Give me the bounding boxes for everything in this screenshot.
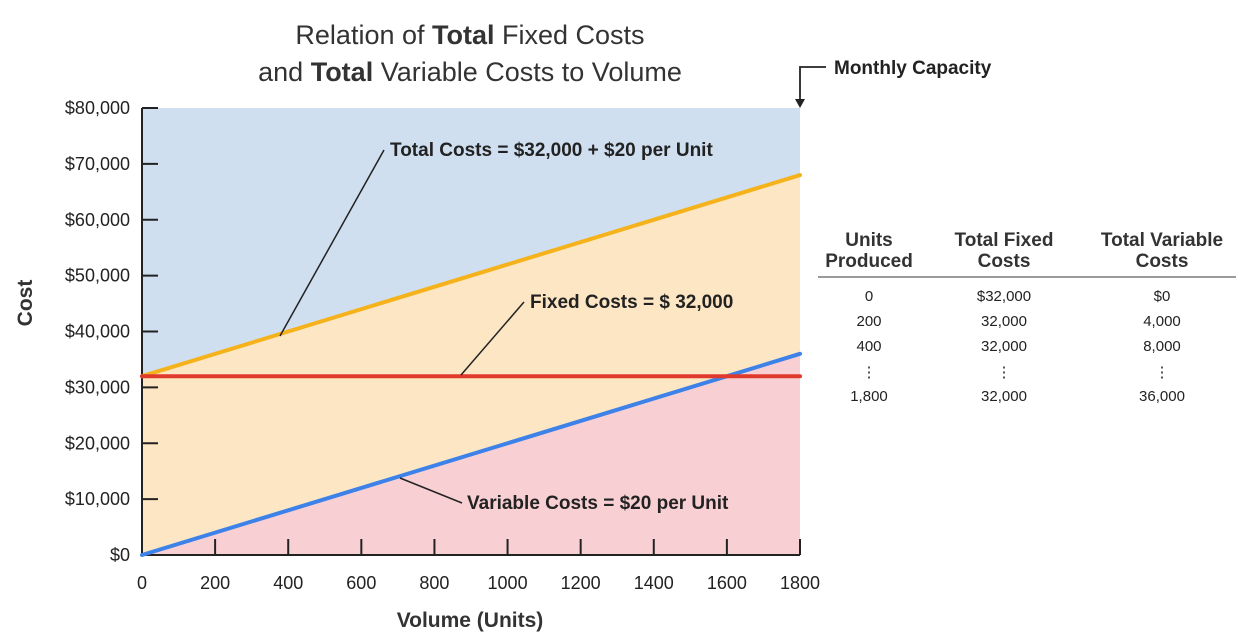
y-axis-title: Cost [14, 280, 37, 327]
x-tick-label: 200 [200, 573, 230, 593]
y-tick-label: $70,000 [65, 154, 130, 174]
title-2-rest: Variable Costs to Volume [373, 57, 682, 87]
table-row: 200 32,000 4,000 [818, 309, 1236, 334]
header-variable-line2: Costs [1135, 251, 1189, 272]
fixed-costs-annotation: Fixed Costs = $ 32,000 [530, 292, 733, 313]
x-tick-label: 1000 [488, 573, 528, 593]
cost-table-header: Units Produced Total Fixed Costs Total V… [818, 230, 1236, 278]
header-fixed-line2: Costs [977, 251, 1031, 272]
chart-title-line-2: and Total Variable Costs to Volume [170, 57, 770, 88]
x-tick-label: 1600 [707, 573, 747, 593]
cost-table: Units Produced Total Fixed Costs Total V… [818, 230, 1236, 409]
table-row: 400 32,000 8,000 [818, 334, 1236, 359]
y-tick-label: $40,000 [65, 322, 130, 342]
y-tick-label: $20,000 [65, 433, 130, 453]
x-tick-label: 0 [137, 573, 147, 593]
table-row: ⋮ ⋮ ⋮ [818, 359, 1236, 384]
header-total-fixed-costs: Total Fixed Costs [920, 230, 1088, 278]
table-cell: 32,000 [981, 313, 1027, 330]
x-tick-label: 800 [419, 573, 449, 593]
chart-title-line-1: Relation of Total Fixed Costs [170, 20, 770, 51]
header-fixed-line1: Total Fixed [954, 230, 1054, 251]
header-units-line1: Units [845, 230, 893, 251]
variable-costs-annotation: Variable Costs = $20 per Unit [467, 493, 729, 514]
y-tick-label: $10,000 [65, 489, 130, 509]
table-cell: ⋮ [1154, 363, 1170, 381]
title-2-plain: and [258, 57, 311, 87]
capacity-arrow-head [795, 99, 805, 108]
x-tick-label: 400 [273, 573, 303, 593]
variable-costs-leader [399, 477, 463, 504]
title-1-plain: Relation of [295, 20, 433, 50]
table-cell: 200 [856, 313, 882, 330]
y-tick-label: $80,000 [65, 98, 130, 118]
y-tick-label: $60,000 [65, 210, 130, 230]
x-tick-label: 1200 [561, 573, 601, 593]
total-costs-leader [279, 149, 385, 337]
chart-axes: $0 $10,000 $20,000 $30,000 $40,000 $50,000 $60… [14, 98, 820, 632]
table-cell: ⋮ [996, 363, 1012, 381]
table-cell: $32,000 [976, 288, 1032, 305]
header-variable-line1: Total Variable [1100, 230, 1224, 251]
variable-cost-line [140, 351, 802, 557]
table-cell: $0 [1153, 288, 1171, 305]
header-units-produced: Units Produced [818, 230, 920, 278]
capacity-arrow-line [799, 66, 826, 100]
x-axis-title: Volume (Units) [397, 609, 544, 632]
table-row: 1,800 32,000 36,000 [818, 384, 1236, 409]
monthly-capacity-annotation: Monthly Capacity [834, 58, 992, 79]
x-tick-label: 600 [346, 573, 376, 593]
fixed-cost-region [142, 175, 800, 556]
table-cell: 8,000 [1143, 338, 1181, 355]
y-tick-label: $0 [110, 545, 130, 565]
y-tick-label: $30,000 [65, 377, 130, 397]
total-costs-annotation: Total Costs = $32,000 + $20 per Unit [390, 140, 713, 161]
fixed-costs-leader [460, 301, 525, 376]
title-1-rest: Fixed Costs [494, 20, 645, 50]
upper-region [142, 108, 800, 377]
x-tick-label: 1400 [634, 573, 674, 593]
chart-annotations: Total Costs = $32,000 + $20 per Unit Fixe… [279, 58, 992, 514]
title-1-bold: Total [432, 20, 495, 50]
y-tick-label: $50,000 [65, 266, 130, 286]
table-cell: 400 [856, 338, 882, 355]
title-2-bold: Total [310, 57, 374, 87]
table-cell: 4,000 [1143, 313, 1181, 330]
table-cell: ⋮ [861, 363, 877, 381]
total-cost-line [140, 173, 802, 379]
header-units-line2: Produced [825, 251, 913, 272]
table-cell: 0 [864, 288, 874, 305]
table-cell: 32,000 [981, 388, 1027, 405]
header-total-variable-costs: Total Variable Costs [1088, 230, 1236, 278]
table-cell: 1,800 [850, 388, 888, 405]
table-row: 0 $32,000 $0 [818, 277, 1236, 309]
chart-regions [142, 108, 800, 556]
x-tick-label: 1800 [780, 573, 820, 593]
table-cell: 32,000 [981, 338, 1027, 355]
table-cell: 36,000 [1139, 388, 1185, 405]
chart-lines [140, 173, 802, 557]
